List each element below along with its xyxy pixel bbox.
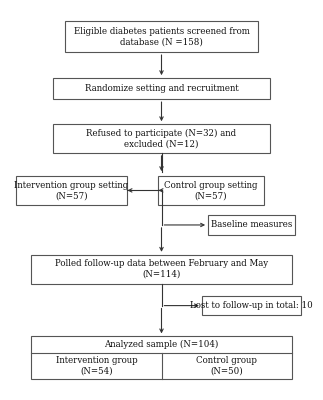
- Bar: [31, 255, 292, 284]
- Bar: [158, 176, 264, 205]
- Text: Lost to follow-up in total: 10: Lost to follow-up in total: 10: [190, 301, 313, 310]
- Bar: [53, 124, 270, 153]
- Text: Refused to participate (N=32) and
excluded (N=12): Refused to participate (N=32) and exclud…: [87, 129, 236, 148]
- Text: Baseline measures: Baseline measures: [211, 220, 292, 230]
- Text: Control group
(N=50): Control group (N=50): [196, 356, 257, 376]
- Text: Intervention group
(N=54): Intervention group (N=54): [56, 356, 137, 376]
- Text: Intervention group setting
(N=57): Intervention group setting (N=57): [15, 181, 129, 200]
- Text: Polled follow-up data between February and May
(N=114): Polled follow-up data between February a…: [55, 260, 268, 279]
- Bar: [208, 215, 295, 234]
- Text: Analyzed sample (N=104): Analyzed sample (N=104): [104, 340, 219, 349]
- Bar: [16, 176, 127, 205]
- Bar: [53, 78, 270, 99]
- Bar: [31, 336, 292, 378]
- Text: Randomize setting and recruitment: Randomize setting and recruitment: [85, 84, 238, 93]
- Text: Control group setting
(N=57): Control group setting (N=57): [164, 181, 258, 200]
- Bar: [202, 296, 301, 315]
- Bar: [65, 22, 258, 52]
- Text: Eligible diabetes patients screened from
database (N =158): Eligible diabetes patients screened from…: [74, 27, 249, 46]
